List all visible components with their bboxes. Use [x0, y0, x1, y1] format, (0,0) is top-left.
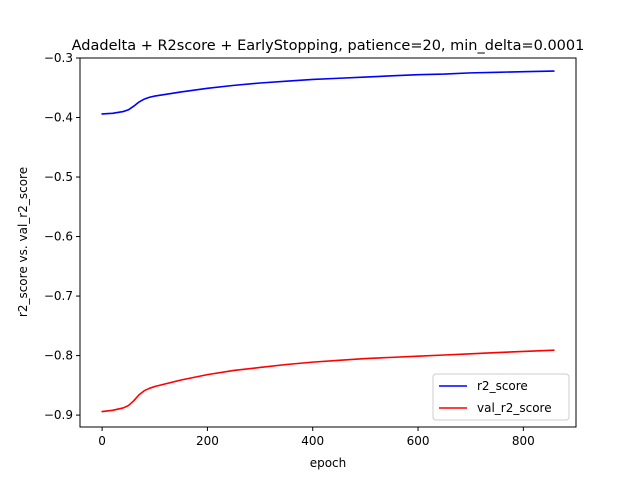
y-axis-label: r2_score vs. val_r2_score [16, 167, 30, 317]
y-tick-label: −0.6 [44, 230, 73, 244]
plot-area [79, 57, 577, 428]
x-tick-label: 200 [196, 434, 219, 448]
legend-label: r2_score [477, 379, 528, 393]
x-axis: 0 200 400 600 800 [98, 427, 535, 448]
y-tick-label: −0.7 [44, 289, 73, 303]
y-tick-label: −0.3 [44, 51, 73, 65]
x-tick-label: 800 [512, 434, 535, 448]
series-line-r2-score [101, 70, 555, 115]
y-tick-label: −0.4 [44, 111, 73, 125]
series-layer [101, 70, 555, 413]
x-tick-label: 0 [98, 434, 106, 448]
legend: r2_score val_r2_score [432, 373, 570, 421]
x-tick-label: 600 [407, 434, 430, 448]
chart-title: Adadelta + R2score + EarlyStopping, pati… [72, 38, 585, 54]
y-tick-label: −0.8 [44, 349, 73, 363]
legend-label: val_r2_score [477, 401, 552, 415]
series-line-val-r2-score [101, 349, 555, 413]
y-tick-label: −0.5 [44, 170, 73, 184]
plot-frame [79, 57, 577, 428]
x-axis-label: epoch [310, 456, 347, 470]
x-tick-label: 400 [301, 434, 324, 448]
y-tick-label: −0.9 [44, 408, 73, 422]
y-axis: −0.9 −0.8 −0.7 −0.6 −0.5 −0.4 −0.3 [44, 51, 80, 422]
